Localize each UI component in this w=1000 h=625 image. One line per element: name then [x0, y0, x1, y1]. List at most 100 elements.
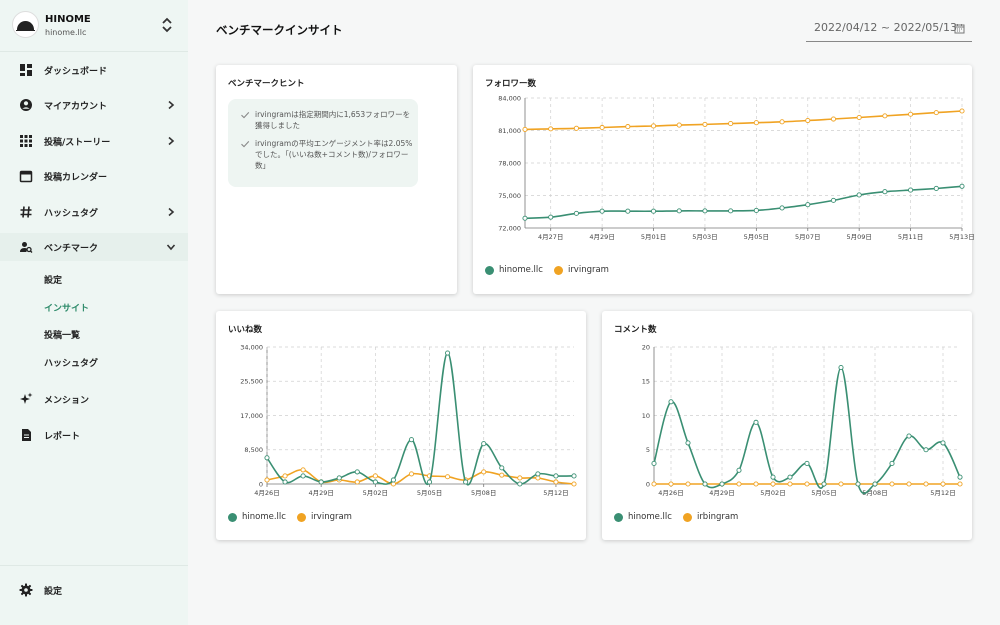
sidebar-subitem-label: 設定	[44, 276, 63, 286]
dashboard-icon	[20, 64, 32, 76]
chevron-down-icon	[166, 244, 176, 251]
sidebar-subitem-hashtag[interactable]: ハッシュタグ	[0, 350, 188, 374]
data-point-irbingram	[685, 481, 691, 487]
data-point-hinome-llc	[282, 479, 288, 485]
x-tick-label: 5月09日	[846, 233, 871, 241]
data-point-hinome-llc	[702, 208, 708, 214]
sidebar-item-dashboard[interactable]: ダッシュボード	[0, 56, 188, 84]
data-point-irvingram	[728, 121, 734, 127]
sidebar-item-my-account[interactable]: マイアカウント	[0, 91, 188, 119]
x-tick-label: 4月26日	[254, 489, 279, 497]
data-point-irvingram	[805, 117, 811, 124]
sidebar-item-label: 投稿カレンダー	[44, 173, 108, 183]
sidebar-subitem-settings[interactable]: 設定	[0, 267, 188, 291]
x-tick-label: 5月02日	[363, 489, 388, 497]
data-point-hinome-llc	[855, 481, 861, 487]
legend-label: irbingram	[696, 512, 739, 522]
data-point-irvingram	[702, 121, 708, 127]
document-icon	[22, 429, 31, 441]
legend-label: hinome.llc	[499, 265, 543, 275]
data-point-irvingram	[300, 467, 306, 473]
hint-item: irvingramは指定期間内に1,653フォロワーを獲得しました	[240, 109, 415, 133]
legend-item[interactable]: irvingram	[296, 512, 352, 522]
account-switcher[interactable]: HINOME hinome.llc	[0, 0, 188, 52]
series-line-irvingram	[524, 110, 963, 131]
data-point-irvingram	[882, 113, 888, 119]
legend-item[interactable]: hinome.llc	[485, 265, 543, 275]
x-tick-label: 5月05日	[417, 489, 442, 497]
calendar-icon	[954, 24, 965, 34]
y-tick-label: 0	[646, 480, 650, 488]
data-point-hinome-llc	[553, 473, 559, 479]
hint-list: irvingramは指定期間内に1,653フォロワーを獲得しました irving…	[228, 99, 418, 187]
legend-swatch	[682, 512, 692, 522]
data-point-irvingram	[553, 479, 559, 485]
sidebar-subitem-post-list[interactable]: 投稿一覧	[0, 322, 188, 346]
sidebar-item-label: ダッシュボード	[44, 67, 108, 77]
data-point-irbingram	[923, 481, 929, 487]
data-point-hinome-llc	[535, 471, 541, 477]
y-tick-label: 20	[642, 343, 650, 351]
data-point-irvingram	[625, 124, 631, 130]
data-point-irvingram	[354, 479, 360, 485]
data-point-irbingram	[889, 481, 895, 487]
y-tick-label: 72,000	[498, 224, 521, 232]
data-point-hinome-llc	[390, 477, 396, 483]
page-title: ベンチマークインサイト	[216, 23, 343, 37]
data-point-hinome-llc	[923, 447, 929, 453]
likes-chart-card: いいね数 0 8,500 17,000 25,500 34,000 4月26日 4月29日 5…	[216, 311, 586, 540]
comments-chart-card: コメント数 0 5 10 15 20 4月26日 4月29日 5月02日 5月05日 5月08日 5…	[602, 311, 972, 540]
data-point-irvingram	[522, 126, 528, 132]
data-point-irbingram	[838, 481, 844, 487]
data-point-hinome-llc	[702, 481, 708, 487]
y-tick-label: 10	[642, 412, 650, 420]
chart-legend: hinome.llc irvingram	[228, 512, 363, 522]
data-point-hinome-llc	[522, 215, 528, 221]
y-tick-label: 15	[642, 378, 650, 386]
data-point-irvingram	[779, 119, 785, 125]
sidebar-item-report[interactable]: レポート	[0, 421, 188, 449]
sidebar-item-settings[interactable]: 設定	[0, 576, 188, 604]
sidebar-item-mentions[interactable]: メンション	[0, 385, 188, 413]
sparkle-icon	[20, 392, 33, 404]
x-tick-label: 5月12日	[930, 489, 955, 497]
data-point-hinome-llc	[908, 187, 914, 193]
legend-item[interactable]: hinome.llc	[228, 512, 286, 522]
data-point-hinome-llc	[779, 205, 785, 211]
data-point-hinome-llc	[933, 185, 939, 192]
chart-title: コメント数	[614, 325, 657, 335]
data-point-hinome-llc	[517, 481, 523, 487]
x-tick-label: 4月27日	[538, 233, 563, 241]
data-point-hinome-llc	[318, 479, 324, 485]
chart-title: フォロワー数	[485, 79, 537, 89]
data-point-hinome-llc	[804, 460, 810, 466]
sidebar-item-benchmark[interactable]: ベンチマーク	[0, 233, 188, 261]
data-point-hinome-llc	[668, 399, 674, 405]
legend-label: irvingram	[310, 512, 352, 522]
legend-item[interactable]: irbingram	[682, 512, 739, 522]
data-point-hinome-llc	[408, 437, 415, 443]
data-point-irvingram	[264, 477, 270, 483]
sidebar-item-label: 投稿/ストーリー	[44, 138, 111, 148]
data-point-irvingram	[830, 116, 837, 122]
data-point-hinome-llc	[838, 365, 844, 371]
sidebar-subitem-insight[interactable]: インサイト	[0, 295, 188, 319]
check-icon	[241, 141, 250, 148]
person-search-icon	[20, 242, 33, 253]
date-range-picker[interactable]: 2022/04/12 ~ 2022/05/13	[806, 18, 972, 42]
grid-icon	[20, 135, 32, 147]
sidebar-item-post-calendar[interactable]: 投稿カレンダー	[0, 162, 188, 190]
data-point-irvingram	[517, 475, 523, 481]
sidebar-item-label: マイアカウント	[44, 102, 108, 112]
data-point-hinome-llc	[426, 479, 433, 485]
legend-item[interactable]: irvingram	[553, 265, 609, 275]
chevron-up-down-icon[interactable]	[160, 15, 174, 35]
sidebar-item-posts-stories[interactable]: 投稿/ストーリー	[0, 127, 188, 155]
data-point-irvingram	[856, 114, 862, 121]
legend-item[interactable]: hinome.llc	[614, 512, 672, 522]
sidebar-item-hashtag[interactable]: ハッシュタグ	[0, 198, 188, 226]
chevron-right-icon	[168, 136, 175, 146]
data-point-hinome-llc	[736, 467, 742, 473]
sidebar-item-label: ハッシュタグ	[44, 209, 99, 219]
sidebar-item-label: 設定	[44, 587, 63, 597]
